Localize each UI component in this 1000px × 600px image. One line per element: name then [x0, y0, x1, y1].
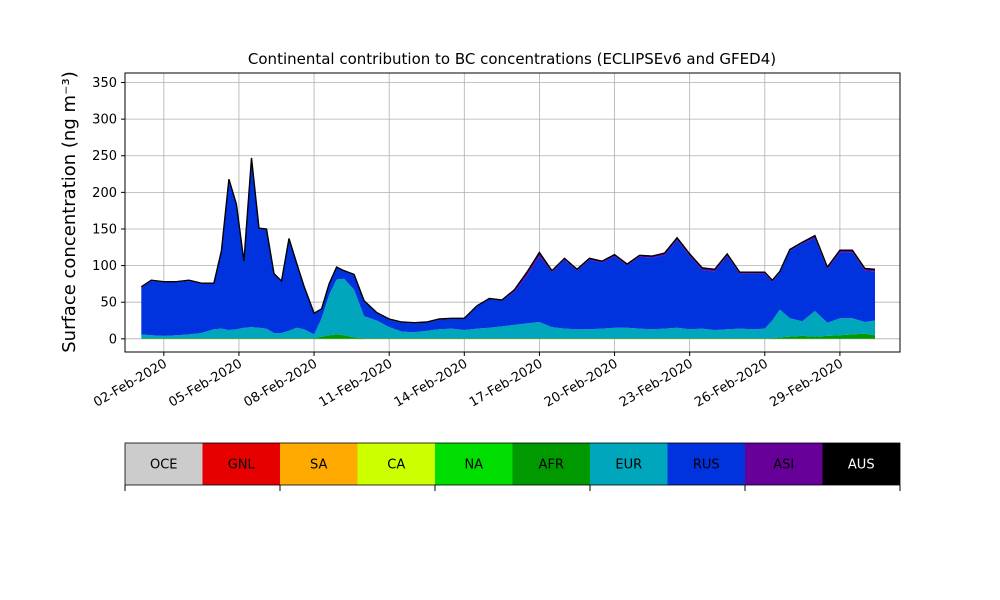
colorbar-swatch-afr [512, 443, 590, 485]
colorbar-swatch-asi [745, 443, 823, 485]
y-tick-label: 150 [92, 222, 117, 237]
colorbar-swatch-eur [590, 443, 668, 485]
y-axis-label: Surface concentration (ng m⁻³) [59, 71, 80, 353]
x-tick-label: 23-Feb-2020 [617, 356, 696, 410]
colorbar: OCE GNL SA CA NA AFR EUR RUS ASI AUS [124, 442, 901, 491]
y-tick-label: 250 [92, 149, 117, 164]
y-tick-label: 350 [92, 76, 117, 91]
colorbar-label-oce: OCE [150, 458, 178, 473]
colorbar-label-ca: CA [387, 458, 405, 473]
x-tick-label: 20-Feb-2020 [542, 356, 621, 410]
y-tick-label: 200 [92, 186, 117, 201]
colorbar-swatch-na [435, 443, 513, 485]
chart-title: Continental contribution to BC concentra… [248, 50, 776, 68]
x-tick-label: 29-Feb-2020 [767, 356, 846, 410]
stacked-area-layer [140, 157, 876, 339]
y-tick-label: 300 [92, 113, 117, 128]
x-tick-label: 14-Feb-2020 [392, 356, 471, 410]
x-tick-label: 17-Feb-2020 [467, 356, 546, 410]
x-tick-label: 02-Feb-2020 [91, 356, 170, 410]
colorbar-swatch-sa [280, 443, 358, 485]
colorbar-label-asi: ASI [773, 458, 794, 473]
area-rus [141, 158, 876, 336]
colorbar-label-na: NA [464, 458, 483, 473]
x-tick-label: 11-Feb-2020 [317, 356, 396, 410]
colorbar-swatch-aus [822, 443, 900, 485]
y-tick-label: 100 [92, 259, 117, 274]
colorbar-swatch-ca [357, 443, 435, 485]
area-afr [141, 333, 876, 339]
x-tick-label: 26-Feb-2020 [692, 356, 771, 410]
colorbar-label-rus: RUS [693, 458, 720, 473]
plot-frame [124, 72, 901, 353]
x-tick-label: 08-Feb-2020 [242, 356, 321, 410]
colorbar-label-eur: EUR [615, 458, 642, 473]
axes-layer: 0 50 100 150 200 250 300 350 02-Feb-202005-Feb-2… [91, 72, 901, 410]
colorbar-label-afr: AFR [539, 458, 564, 473]
total-line [140, 157, 876, 324]
colorbar-frame [124, 442, 901, 486]
x-tick-label: 05-Feb-2020 [166, 356, 245, 410]
y-tick-label: 50 [100, 296, 117, 311]
colorbar-swatch-oce [125, 443, 203, 485]
colorbar-swatch-gnl [202, 443, 280, 485]
area-eur [141, 278, 876, 339]
y-tick-label: 0 [109, 332, 117, 347]
colorbar-label-gnl: GNL [228, 458, 256, 473]
colorbar-label-sa: SA [310, 458, 327, 473]
colorbar-label-aus: AUS [848, 458, 875, 473]
colorbar-swatch-rus [667, 443, 745, 485]
